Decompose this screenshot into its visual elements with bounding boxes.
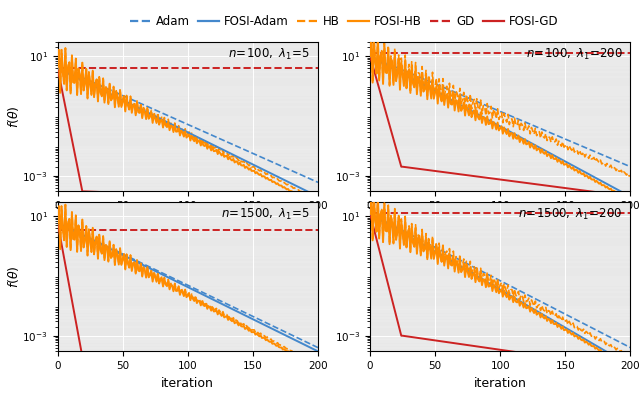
Text: $n\!=\!100,\ \lambda_1\!=\!200$: $n\!=\!100,\ \lambda_1\!=\!200$ (525, 46, 623, 62)
Text: $n\!=\!1500,\ \lambda_1\!=\!200$: $n\!=\!1500,\ \lambda_1\!=\!200$ (518, 206, 623, 222)
Y-axis label: $f(\theta)$: $f(\theta)$ (6, 105, 21, 128)
X-axis label: iteration: iteration (474, 377, 527, 389)
Y-axis label: $f(\theta)$: $f(\theta)$ (6, 265, 21, 288)
X-axis label: iteration: iteration (161, 377, 214, 389)
Text: $n\!=\!100,\ \lambda_1\!=\!5$: $n\!=\!100,\ \lambda_1\!=\!5$ (228, 46, 310, 62)
Text: $n\!=\!1500,\ \lambda_1\!=\!5$: $n\!=\!1500,\ \lambda_1\!=\!5$ (221, 206, 310, 222)
Legend: Adam, FOSI-Adam, HB, FOSI-HB, GD, FOSI-GD: Adam, FOSI-Adam, HB, FOSI-HB, GD, FOSI-G… (130, 15, 558, 28)
